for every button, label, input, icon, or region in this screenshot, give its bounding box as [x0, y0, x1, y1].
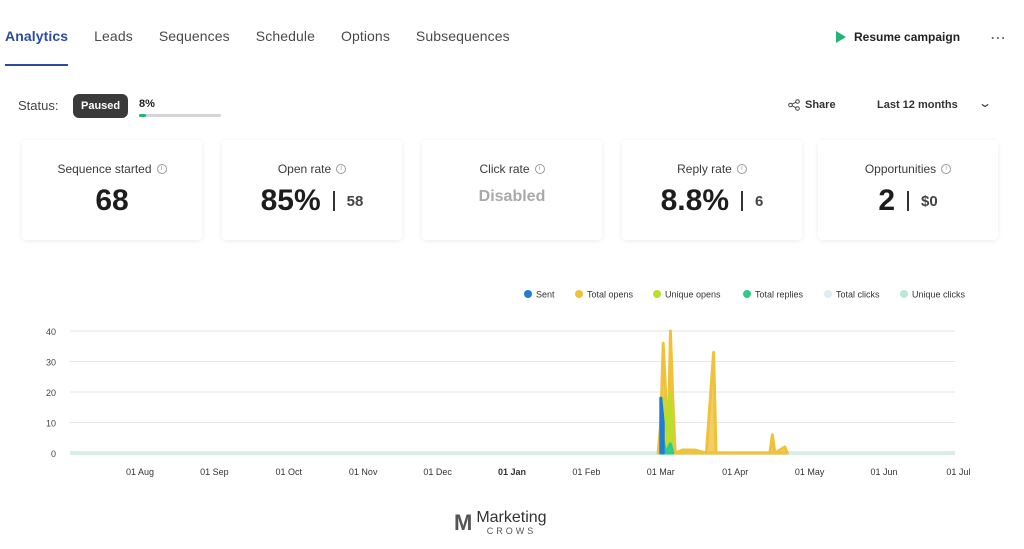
x-tick-label: 01 Oct	[276, 467, 303, 477]
y-tick-label: 40	[46, 327, 56, 337]
stat-cards: Sequence started i 68 Open rate i 85% 58 Cl…	[0, 140, 1024, 244]
x-tick-label: 01 Sep	[200, 467, 229, 477]
tab-leads[interactable]: Leads	[94, 28, 133, 44]
card-sub-value: 6	[755, 192, 764, 210]
play-icon	[836, 31, 846, 43]
divider	[741, 191, 744, 211]
legend-label: Total replies	[755, 290, 804, 300]
x-tick-label: 01 Apr	[722, 467, 748, 477]
legend-marker	[653, 290, 661, 298]
card-title: Sequence started	[57, 162, 152, 176]
resume-campaign-label: Resume campaign	[854, 30, 961, 44]
card-value: 85%	[260, 184, 321, 217]
card-click-rate: Click rate i Disabled	[422, 140, 602, 240]
x-tick-label: 01 Feb	[572, 467, 600, 477]
card-sub-value: $0	[921, 192, 938, 210]
status-badge: Paused	[73, 94, 129, 118]
legend-label: Total clicks	[836, 290, 880, 300]
info-icon[interactable]: i	[941, 164, 952, 174]
info-icon[interactable]: i	[736, 164, 747, 174]
share-icon	[788, 99, 800, 111]
top-bar: Analytics Leads Sequences Schedule Optio…	[0, 0, 1024, 70]
y-tick-label: 0	[51, 449, 56, 459]
card-value: 68	[95, 184, 129, 217]
card-sub-value: 58	[346, 192, 364, 210]
tab-options[interactable]: Options	[340, 28, 390, 44]
date-range-select[interactable]: Last 12 months	[877, 99, 958, 111]
legend-marker	[824, 290, 832, 298]
analytics-chart: 0 10 20 30 40 01 Aug 01 Sep 01 Oct 01 Nov 01 Dec 0…	[0, 260, 1024, 490]
legend-label: Unique opens	[665, 290, 721, 300]
info-icon[interactable]: i	[156, 164, 167, 174]
watermark-logo: M	[454, 510, 472, 535]
baseline-band	[70, 451, 955, 455]
chevron-down-icon[interactable]: ⌄	[977, 96, 993, 110]
tab-schedule[interactable]: Schedule	[255, 28, 315, 44]
x-tick-label: 01 Nov	[349, 467, 378, 477]
share-label: Share	[805, 99, 836, 111]
x-tick-label: 01 May	[795, 467, 825, 477]
progress-fill	[139, 114, 146, 117]
divider	[907, 191, 909, 211]
card-value: 2	[878, 184, 895, 217]
card-open-rate: Open rate i 85% 58	[222, 140, 402, 240]
legend-label: Sent	[536, 290, 555, 300]
watermark-line2: CROWS	[486, 526, 537, 536]
info-icon[interactable]: i	[534, 164, 545, 174]
x-tick-label: 01 Jan	[498, 467, 526, 477]
series-area	[659, 396, 665, 455]
progress-percent: 8%	[139, 98, 155, 110]
watermark-line1: Marketing	[476, 509, 547, 526]
y-tick-label: 30	[46, 358, 56, 368]
card-title: Opportunities	[864, 162, 937, 176]
progress-bar	[139, 114, 221, 117]
info-icon[interactable]: i	[336, 164, 347, 174]
x-tick-label: 01 Dec	[423, 467, 452, 477]
tab-sequences[interactable]: Sequences	[158, 28, 230, 44]
legend-marker	[743, 290, 751, 298]
card-reply-rate: Reply rate i 8.8% 6	[622, 140, 802, 240]
x-tick-label: 01 Jul	[946, 467, 970, 477]
card-value: Disabled	[478, 188, 546, 205]
y-tick-label: 10	[46, 419, 56, 429]
card-title: Click rate	[479, 162, 530, 176]
card-sequence-started: Sequence started i 68	[22, 140, 202, 240]
y-tick-label: 20	[46, 388, 56, 398]
more-options-icon[interactable]: ⋯	[990, 30, 1007, 47]
divider	[332, 191, 335, 211]
tab-subsequences[interactable]: Subsequences	[415, 28, 510, 44]
watermark: M Marketing CROWS	[454, 509, 547, 537]
status-label: Status:	[18, 98, 59, 113]
card-opportunities: Opportunities i 2 $0	[818, 140, 998, 240]
legend-marker	[575, 290, 583, 298]
card-value: 8.8%	[660, 184, 730, 217]
x-tick-label: 01 Jun	[870, 467, 897, 477]
share-button[interactable]: Share	[788, 99, 836, 111]
resume-campaign-button[interactable]: Resume campaign	[836, 30, 960, 44]
legend-marker	[524, 290, 532, 298]
x-tick-label: 01 Mar	[647, 467, 675, 477]
legend-label: Total opens	[587, 290, 634, 300]
tab-analytics[interactable]: Analytics	[5, 28, 69, 66]
tab-bar: Analytics Leads Sequences Schedule Optio…	[5, 28, 536, 66]
x-tick-label: 01 Aug	[126, 467, 154, 477]
legend-marker	[900, 290, 908, 298]
chart-svg: 0 10 20 30 40 01 Aug 01 Sep 01 Oct 01 Nov 01 Dec 0…	[46, 290, 970, 478]
legend-label: Unique clicks	[912, 290, 966, 300]
card-title: Open rate	[277, 162, 332, 176]
card-title: Reply rate	[677, 162, 732, 176]
